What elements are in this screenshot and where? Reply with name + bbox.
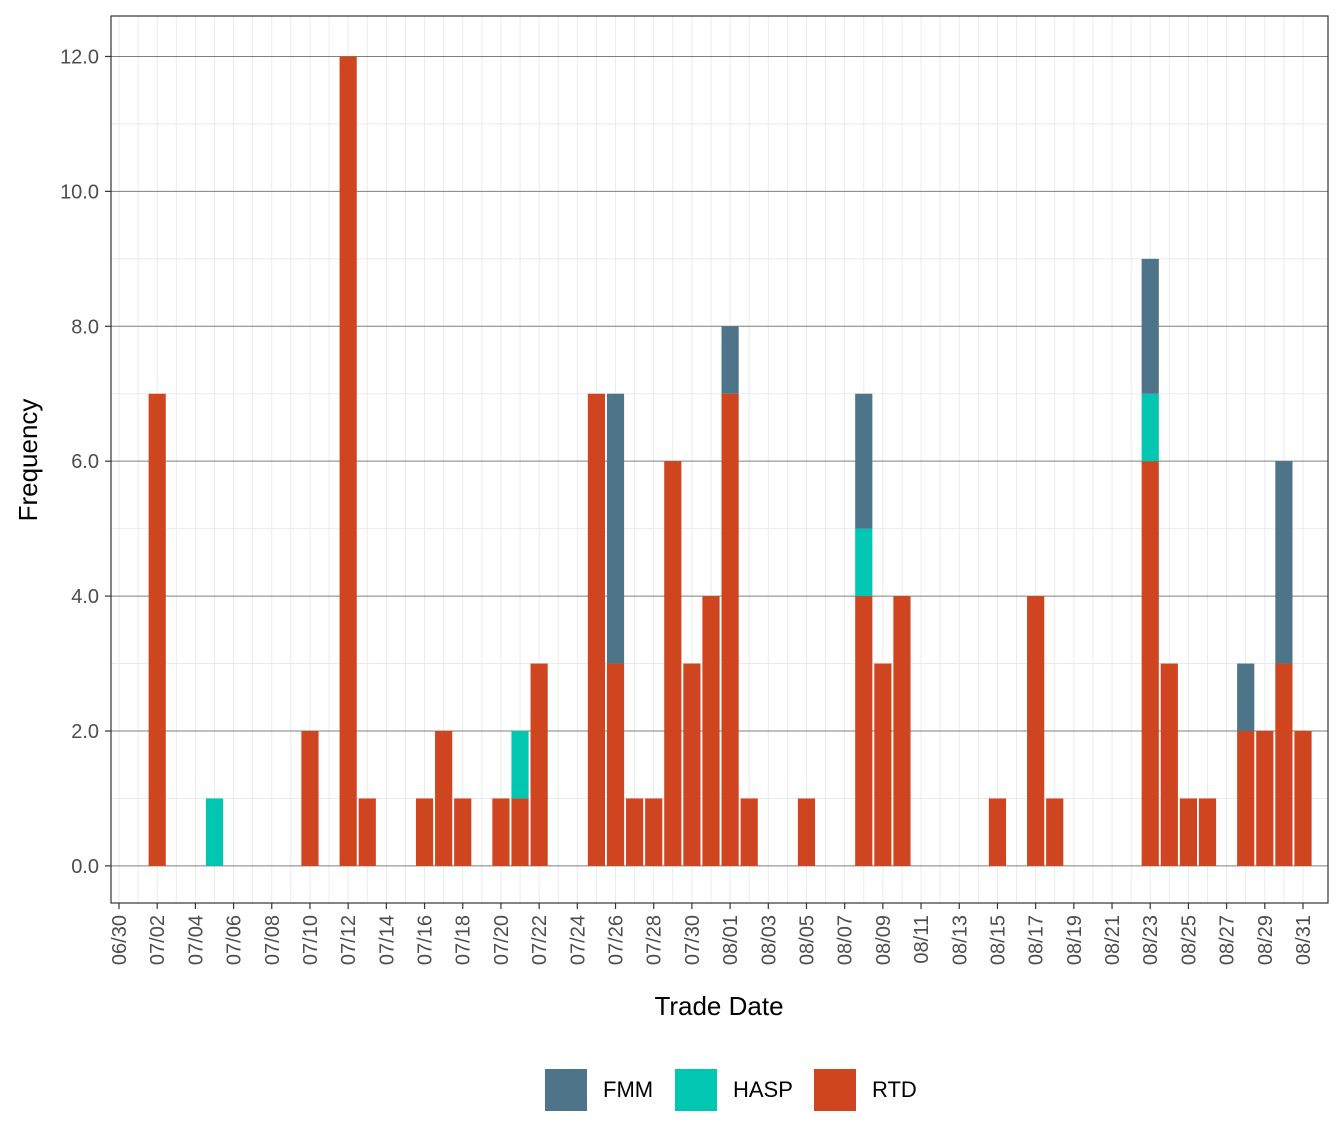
legend-key-rtd: [814, 1069, 856, 1111]
bar-rtd-07-25: [587, 393, 606, 866]
y-tick-label: 6.0: [71, 451, 99, 473]
x-tick-label: 07/10: [300, 915, 322, 965]
y-axis-title: Frequency: [13, 399, 43, 522]
x-tick-label: 07/16: [415, 915, 437, 965]
x-tick-label: 07/08: [262, 915, 284, 965]
x-tick-label: 07/02: [147, 915, 169, 965]
bar-rtd-07-16: [415, 798, 434, 866]
bar-rtd-07-13: [358, 798, 376, 866]
bar-rtd-08-08: [855, 596, 873, 866]
bar-rtd-07-31: [702, 596, 720, 866]
x-tick-label: 07/06: [224, 915, 246, 965]
bar-rtd-08-25: [1179, 798, 1198, 866]
x-tick-label: 07/04: [185, 915, 207, 965]
x-tick-label: 07/12: [338, 915, 360, 965]
legend-label-rtd: RTD: [872, 1077, 917, 1102]
bar-hasp-08-08: [855, 528, 873, 597]
x-tick-label: 08/07: [835, 915, 857, 965]
x-tick-label: 07/28: [644, 915, 666, 965]
x-tick-label: 08/17: [1026, 915, 1048, 965]
x-tick-label: 08/13: [949, 915, 971, 965]
bar-hasp-08-23: [1141, 393, 1159, 462]
bar-rtd-07-17: [435, 730, 453, 866]
bar-rtd-08-30: [1275, 663, 1293, 866]
x-tick-label: 08/29: [1255, 915, 1277, 965]
x-tick-label: 08/01: [720, 915, 742, 965]
bar-rtd-08-24: [1160, 663, 1178, 866]
x-tick-label: 08/21: [1102, 915, 1124, 965]
bar-rtd-07-18: [454, 798, 472, 866]
bar-fmm-08-08: [855, 393, 873, 529]
x-tick-label: 08/25: [1178, 915, 1200, 965]
bar-fmm-08-01: [721, 326, 739, 394]
x-tick-label: 07/30: [682, 915, 704, 965]
bar-rtd-07-02: [148, 393, 166, 866]
x-tick-label: 08/23: [1140, 915, 1162, 965]
bar-rtd-07-27: [626, 798, 644, 866]
x-tick-label: 07/22: [529, 915, 551, 965]
x-tick-label: 07/18: [453, 915, 475, 965]
y-tick-label: 0.0: [71, 856, 99, 878]
legend-label-fmm: FMM: [603, 1077, 653, 1102]
legend-label-hasp: HASP: [733, 1077, 793, 1102]
x-tick-label: 08/19: [1064, 915, 1086, 965]
y-axis: 0.0 2.0 4.0 6.0 8.0 10.0 12.0: [60, 46, 111, 878]
x-tick-label: 08/31: [1293, 915, 1315, 965]
bar-rtd-08-17: [1027, 596, 1045, 866]
x-tick-label: 07/20: [491, 915, 513, 965]
legend-key-fmm: [545, 1069, 587, 1111]
x-axis: 06/30 07/02 07/04 07/06 07/08 07/10 07/12 07/14…: [109, 903, 1315, 965]
bar-rtd-07-22: [530, 663, 548, 866]
bar-rtd-07-20: [492, 798, 510, 866]
x-tick-label: 08/05: [796, 915, 818, 965]
y-tick-label: 8.0: [71, 316, 99, 338]
x-tick-label: 06/30: [109, 915, 131, 965]
bar-rtd-08-26: [1198, 798, 1217, 866]
x-tick-label: 08/09: [873, 915, 895, 965]
bar-rtd-07-30: [683, 663, 701, 866]
y-tick-label: 12.0: [60, 46, 99, 68]
x-tick-label: 08/15: [987, 915, 1009, 965]
bar-rtd-07-28: [645, 798, 663, 866]
bar-hasp-07-21: [511, 730, 529, 799]
x-tick-label: 08/11: [911, 915, 933, 964]
legend: FMM HASP RTD: [545, 1069, 917, 1111]
bar-rtd-08-10: [893, 596, 911, 866]
bar-rtd-08-28: [1237, 730, 1255, 866]
bar-rtd-08-18: [1046, 798, 1064, 866]
legend-key-hasp: [675, 1069, 717, 1111]
bar-hasp-07-05: [205, 798, 224, 866]
bar-fmm-08-28: [1237, 663, 1255, 731]
bar-rtd-08-05: [797, 798, 816, 866]
panel-border: [110, 15, 1329, 904]
y-tick-label: 10.0: [60, 181, 99, 203]
x-tick-label: 07/14: [376, 915, 398, 965]
bar-rtd-08-23: [1141, 461, 1159, 866]
bar-rtd-07-10: [301, 730, 319, 866]
bar-rtd-08-29: [1256, 730, 1274, 866]
bar-rtd-08-15: [988, 798, 1007, 866]
x-tick-label: 08/27: [1217, 915, 1239, 965]
bar-rtd-07-26: [606, 663, 625, 866]
bar-rtd-08-09: [874, 663, 892, 866]
bar-fmm-07-26: [606, 393, 625, 664]
bar-rtd-07-29: [664, 461, 682, 866]
bar-rtd-08-31: [1294, 730, 1312, 866]
bar-fmm-08-30: [1275, 461, 1293, 664]
y-tick-label: 4.0: [71, 586, 99, 608]
x-axis-title: Trade Date: [654, 991, 783, 1021]
y-tick-label: 2.0: [71, 721, 99, 743]
bar-rtd-08-01: [721, 393, 739, 866]
x-tick-label: 07/24: [567, 915, 589, 965]
bar-rtd-07-21: [511, 798, 529, 866]
bars: [148, 56, 1312, 866]
x-tick-label: 08/03: [758, 915, 780, 965]
bar-rtd-07-12: [339, 56, 357, 866]
x-tick-label: 07/26: [606, 915, 628, 965]
bar-fmm-08-23: [1141, 258, 1159, 394]
bar-rtd-08-02: [740, 798, 758, 866]
